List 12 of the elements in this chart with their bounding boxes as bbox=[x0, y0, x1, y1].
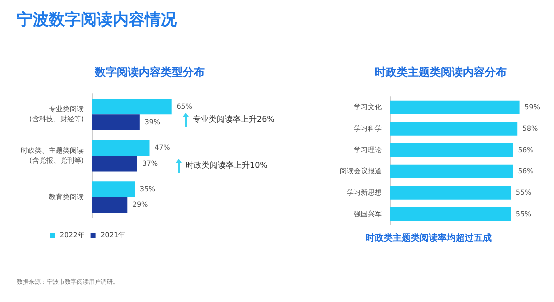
bar bbox=[92, 182, 135, 198]
text: 专业类阅读率上升26% bbox=[193, 114, 275, 125]
text: 时政类主题类阅读率均超过五成 bbox=[366, 232, 492, 245]
bar bbox=[92, 197, 128, 214]
chart-title: 时政类主题类阅读内容分布 bbox=[375, 66, 507, 79]
bar bbox=[92, 140, 150, 156]
bar bbox=[92, 114, 140, 130]
bar bbox=[92, 156, 138, 172]
text: 时政类阅读率上升10% bbox=[186, 160, 268, 171]
text: 宁波数字阅读内容情况 bbox=[17, 10, 177, 31]
bar bbox=[92, 98, 172, 115]
chart-title: 数字阅读内容类型分布 bbox=[94, 66, 205, 79]
